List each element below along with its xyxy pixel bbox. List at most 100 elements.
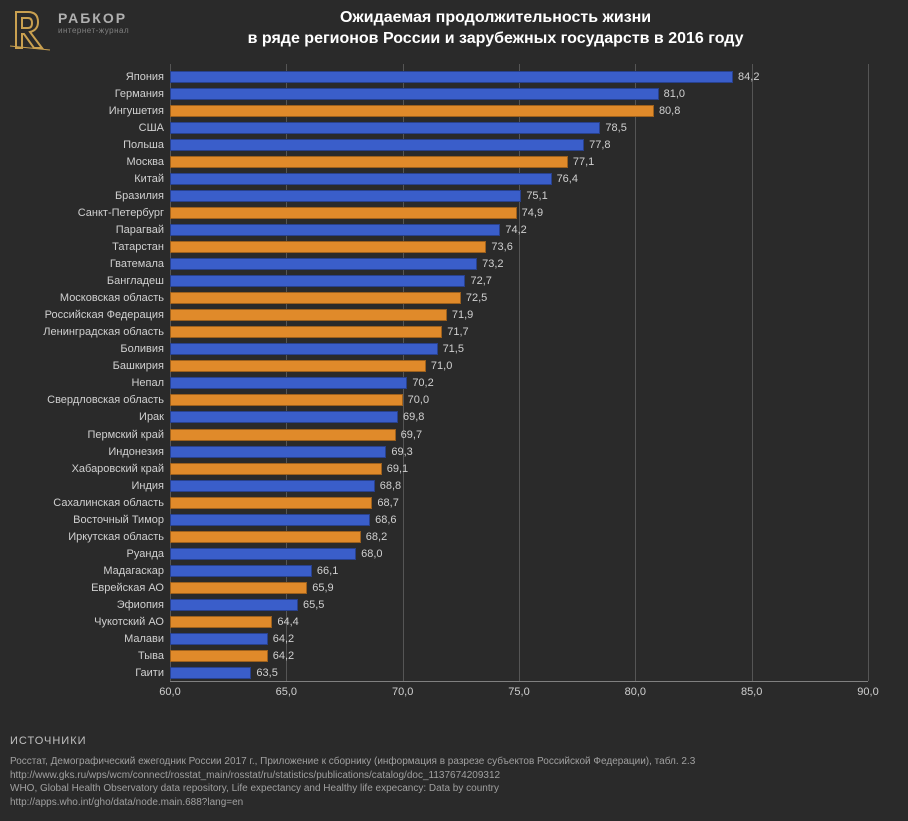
- y-axis-label: Мадагаскар: [103, 565, 164, 577]
- bar-row: Иркутская область68,2: [170, 530, 868, 544]
- y-axis-label: Бразилия: [115, 190, 164, 202]
- bar-value-label: 80,8: [659, 105, 680, 117]
- header: РАБКОР интернет-журнал Ожидаемая продолж…: [0, 0, 908, 56]
- bar-row: Руанда68,0: [170, 547, 868, 561]
- bar-row: США78,5: [170, 121, 868, 135]
- bar-value-label: 68,7: [377, 497, 398, 509]
- bar-row: Восточный Тимор68,6: [170, 513, 868, 527]
- source-line: http://apps.who.int/gho/data/node.main.6…: [10, 796, 898, 810]
- bar-value-label: 76,4: [557, 173, 578, 185]
- bar-row: Гватемала73,2: [170, 257, 868, 271]
- y-axis-label: Еврейская АО: [91, 582, 164, 594]
- chart-area: 60,065,070,075,080,085,090,0 Япония84,2Г…: [170, 64, 868, 704]
- bar-value-label: 73,2: [482, 258, 503, 270]
- y-axis-label: Башкирия: [113, 360, 164, 372]
- x-tick-label: 70,0: [392, 686, 413, 698]
- bar-value-label: 70,0: [408, 394, 429, 406]
- bar-row: Чукотский АО64,4: [170, 615, 868, 629]
- title-line-1: Ожидаемая продолжительность жизни: [340, 9, 651, 26]
- bar-row: Московская область72,5: [170, 291, 868, 305]
- bar-region: [170, 497, 372, 509]
- bar-value-label: 71,5: [443, 343, 464, 355]
- bar-row: Мадагаскар66,1: [170, 564, 868, 578]
- bar-row: Тыва64,2: [170, 649, 868, 663]
- bar-region: [170, 531, 361, 543]
- y-axis-label: Татарстан: [112, 241, 164, 253]
- bar-country: [170, 190, 521, 202]
- bar-country: [170, 258, 477, 270]
- bar-row: Еврейская АО65,9: [170, 581, 868, 595]
- bar-country: [170, 122, 600, 134]
- bar-row: Эфиопия65,5: [170, 598, 868, 612]
- bar-country: [170, 173, 552, 185]
- bar-value-label: 71,7: [447, 326, 468, 338]
- bar-country: [170, 633, 268, 645]
- bar-region: [170, 309, 447, 321]
- bar-country: [170, 411, 398, 423]
- bar-region: [170, 241, 486, 253]
- bar-value-label: 72,7: [470, 275, 491, 287]
- bar-row: Непал70,2: [170, 376, 868, 390]
- bar-region: [170, 582, 307, 594]
- y-axis-label: Эфиопия: [117, 599, 164, 611]
- bar-value-label: 73,6: [491, 241, 512, 253]
- bar-value-label: 74,2: [505, 224, 526, 236]
- bar-row: Япония84,2: [170, 70, 868, 84]
- y-axis-label: Индия: [131, 480, 164, 492]
- y-axis-label: Хабаровский край: [72, 463, 164, 475]
- bar-country: [170, 514, 370, 526]
- bar-value-label: 65,5: [303, 599, 324, 611]
- bar-row: Хабаровский край69,1: [170, 462, 868, 476]
- bar-region: [170, 207, 517, 219]
- bar-value-label: 84,2: [738, 71, 759, 83]
- y-axis-label: Московская область: [60, 292, 164, 304]
- chart-title: Ожидаемая продолжительность жизни в ряде…: [145, 8, 896, 50]
- bar-row: Малави64,2: [170, 632, 868, 646]
- bar-region: [170, 156, 568, 168]
- bar-value-label: 72,5: [466, 292, 487, 304]
- bar-region: [170, 105, 654, 117]
- bar-country: [170, 88, 659, 100]
- bar-value-label: 75,1: [526, 190, 547, 202]
- y-axis-label: Санкт-Петербург: [78, 207, 164, 219]
- bar-country: [170, 224, 500, 236]
- bar-country: [170, 667, 251, 679]
- y-axis-label: Польша: [123, 139, 164, 151]
- bar-value-label: 64,2: [273, 633, 294, 645]
- bar-row: Москва77,1: [170, 155, 868, 169]
- bar-row: Индия68,8: [170, 479, 868, 493]
- y-axis-label: Непал: [131, 377, 164, 389]
- bar-country: [170, 71, 733, 83]
- y-axis-label: Малави: [124, 633, 164, 645]
- bar-value-label: 74,9: [522, 207, 543, 219]
- x-tick-label: 65,0: [276, 686, 297, 698]
- bar-row: Бразилия75,1: [170, 189, 868, 203]
- bar-region: [170, 394, 403, 406]
- y-axis-label: Боливия: [120, 343, 164, 355]
- bar-region: [170, 360, 426, 372]
- bar-row: Ленинградская область71,7: [170, 325, 868, 339]
- bar-value-label: 69,7: [401, 429, 422, 441]
- y-axis-label: Руанда: [127, 548, 164, 560]
- source-line: Росстат, Демографический ежегодник Росси…: [10, 755, 898, 769]
- x-tick-label: 90,0: [857, 686, 878, 698]
- bar-row: Сахалинская область68,7: [170, 496, 868, 510]
- bar-value-label: 78,5: [605, 122, 626, 134]
- bar-row: Пермский край69,7: [170, 428, 868, 442]
- sources-heading: ИСТОЧНИКИ: [10, 734, 898, 749]
- y-axis-label: Япония: [126, 71, 164, 83]
- y-axis-label: Китай: [134, 173, 164, 185]
- bar-value-label: 77,8: [589, 139, 610, 151]
- bar-value-label: 66,1: [317, 565, 338, 577]
- logo-text: РАБКОР интернет-журнал: [58, 8, 129, 35]
- bar-value-label: 68,2: [366, 531, 387, 543]
- y-axis-label: Чукотский АО: [94, 616, 164, 628]
- bar-country: [170, 275, 465, 287]
- logo-icon: [8, 8, 52, 52]
- title-line-2: в ряде регионов России и зарубежных госу…: [248, 30, 744, 47]
- y-axis-label: Индонезия: [108, 446, 164, 458]
- y-axis-label: Гаити: [135, 667, 164, 679]
- bar-country: [170, 548, 356, 560]
- bar-row: Татарстан73,6: [170, 240, 868, 254]
- bar-value-label: 68,8: [380, 480, 401, 492]
